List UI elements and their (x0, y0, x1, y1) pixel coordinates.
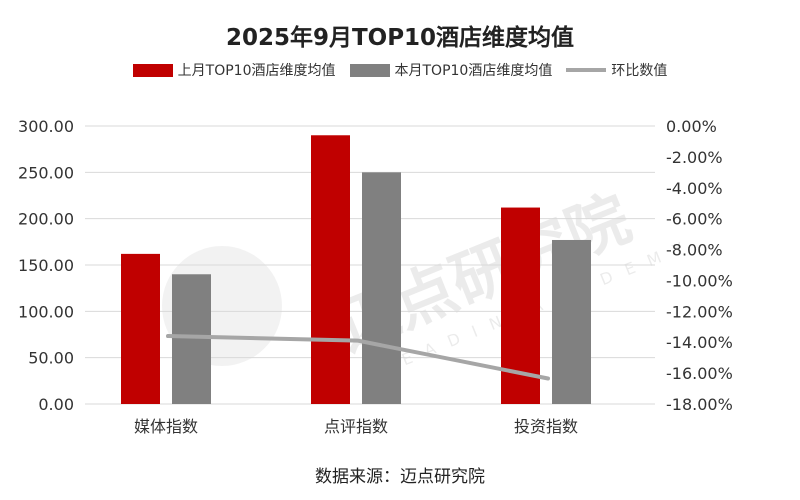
category-label: 媒体指数 (134, 417, 198, 436)
left-tick-label: 50.00 (28, 349, 74, 368)
right-tick-label: -8.00% (666, 241, 723, 260)
right-tick-label: -18.00% (666, 395, 733, 414)
chart-title: 2025年9月TOP10酒店维度均值 (225, 25, 575, 51)
legend-label: 环比数值 (611, 63, 668, 79)
left-tick-label: 150.00 (18, 256, 74, 275)
bar-this-month (362, 172, 401, 404)
legend-label: 本月TOP10酒店维度均值 (394, 63, 553, 79)
bar-last-month (311, 135, 350, 404)
legend-item-mom: 环比数值 (566, 60, 667, 80)
legend-swatch (349, 63, 390, 77)
left-tick-label: 0.00 (38, 395, 74, 414)
bar-this-month (172, 274, 211, 404)
right-tick-label: -16.00% (666, 364, 733, 383)
left-tick-label: 250.00 (18, 163, 74, 182)
bar-last-month (121, 253, 160, 404)
source-note: 数据来源：迈点研究院 (315, 467, 485, 487)
right-tick-label: 0.00% (666, 117, 717, 136)
left-tick-label: 300.00 (18, 117, 74, 136)
category-label: 投资指数 (514, 417, 578, 436)
right-tick-label: -14.00% (666, 333, 733, 352)
category-label: 点评指数 (324, 417, 388, 436)
legend-swatch (566, 68, 607, 72)
right-tick-label: -4.00% (666, 179, 723, 198)
legend-item-this-month: 本月TOP10酒店维度均值 (349, 60, 553, 80)
right-tick-label: -2.00% (666, 148, 723, 167)
legend-item-last-month: 上月TOP10酒店维度均值 (132, 60, 336, 80)
legend-label: 上月TOP10酒店维度均值 (177, 63, 336, 79)
legend: 上月TOP10酒店维度均值 本月TOP10酒店维度均值 环比数值 (0, 60, 800, 80)
legend-swatch (132, 63, 173, 77)
left-tick-label: 100.00 (18, 302, 74, 321)
left-tick-label: 200.00 (18, 210, 74, 229)
bar-this-month (552, 239, 591, 404)
right-tick-label: -6.00% (666, 210, 723, 229)
right-tick-label: -10.00% (666, 271, 733, 290)
right-tick-label: -12.00% (666, 302, 733, 321)
